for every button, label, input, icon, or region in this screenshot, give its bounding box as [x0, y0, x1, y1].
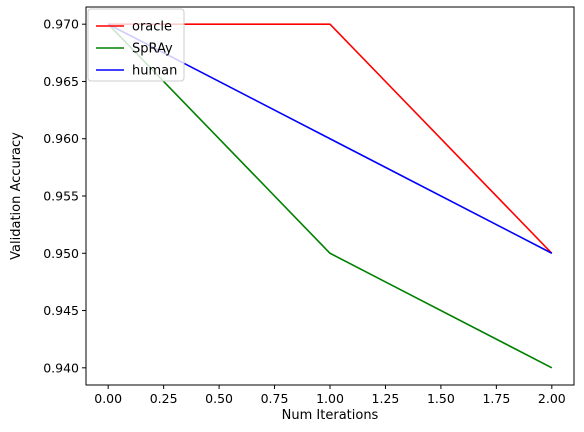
legend-box: [87, 8, 185, 82]
x-tick-label: 0.25: [150, 391, 178, 406]
x-tick-label: 1.75: [482, 391, 510, 406]
x-axis: 0.00 0.25 0.50 0.75 1.00 1.25 1.50 1.75 2.00: [94, 385, 566, 406]
x-tick-label: 1.50: [427, 391, 455, 406]
legend: oracle SpRAy human: [87, 8, 185, 82]
x-axis-title: Num Iterations: [282, 408, 379, 423]
y-tick-label: 0.970: [43, 17, 79, 32]
y-tick-label: 0.955: [43, 189, 79, 204]
x-tick-label: 2.00: [538, 391, 566, 406]
legend-label: oracle: [132, 20, 172, 35]
legend-label: SpRAy: [132, 42, 173, 57]
y-tick-label: 0.965: [43, 74, 79, 89]
y-tick-label: 0.940: [43, 360, 79, 375]
y-axis-title: Validation Accuracy: [9, 132, 24, 260]
legend-label: human: [132, 64, 177, 79]
y-tick-label: 0.950: [43, 246, 79, 261]
x-tick-label: 1.00: [316, 391, 344, 406]
x-tick-label: 0.75: [261, 391, 289, 406]
y-tick-label: 0.960: [43, 131, 79, 146]
series-line-spray: [107, 23, 553, 369]
x-tick-label: 0.00: [94, 391, 122, 406]
y-axis: 0.940 0.945 0.950 0.955 0.960 0.965 0.970: [43, 17, 86, 375]
x-tick-label: 1.25: [372, 391, 400, 406]
y-tick-label: 0.945: [43, 303, 79, 318]
x-tick-label: 0.50: [205, 391, 233, 406]
